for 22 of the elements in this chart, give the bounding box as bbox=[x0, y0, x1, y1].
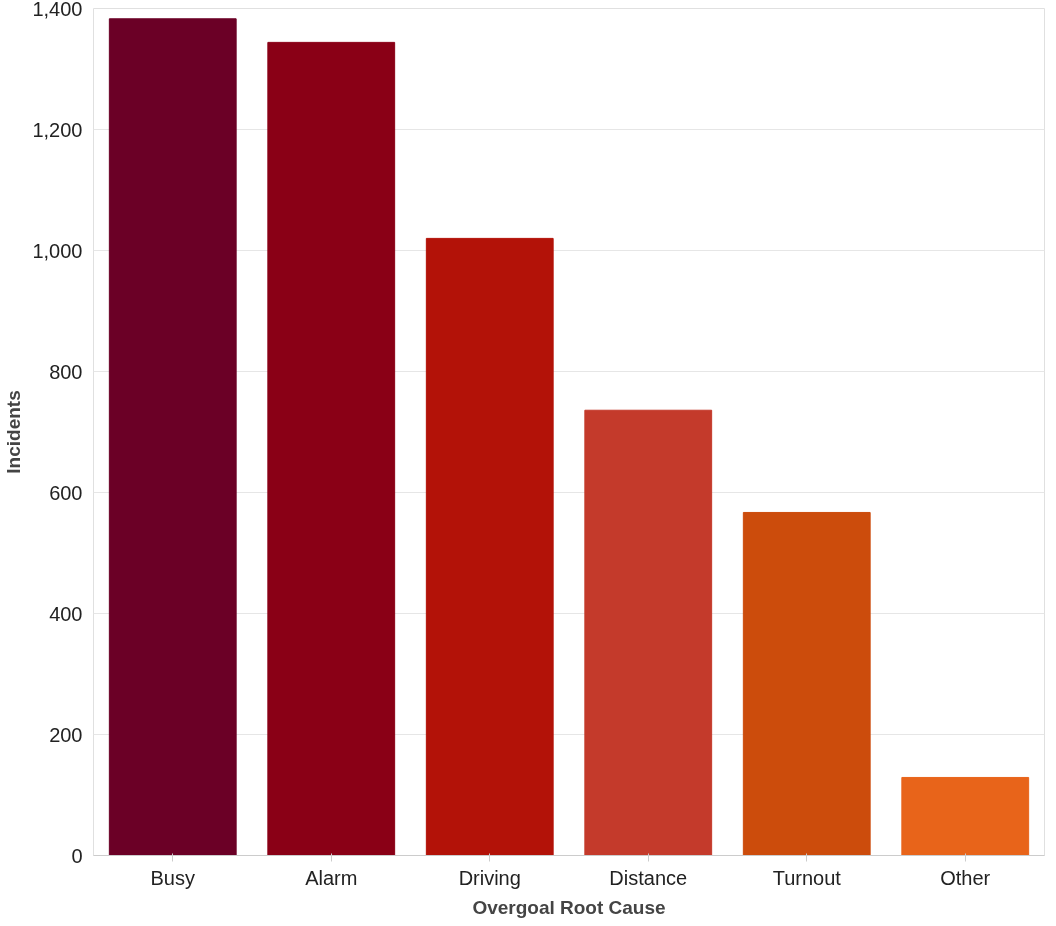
y-tick-label: 1,200 bbox=[32, 118, 83, 141]
bar bbox=[901, 776, 1030, 856]
x-tick-label: Driving bbox=[458, 866, 521, 889]
y-tick-label: 400 bbox=[49, 602, 83, 625]
x-tick-label: Busy bbox=[150, 866, 195, 889]
bar bbox=[742, 511, 871, 856]
x-tick-label: Distance bbox=[609, 866, 688, 889]
y-tick-label: 600 bbox=[49, 481, 83, 504]
bar bbox=[425, 237, 554, 856]
x-tick-label: Other bbox=[940, 866, 991, 889]
y-axis-title: Incidents bbox=[3, 390, 25, 474]
x-tick-label: Alarm bbox=[305, 866, 358, 889]
y-tick-label: 1,000 bbox=[32, 239, 83, 262]
y-tick-label: 1,400 bbox=[32, 0, 83, 20]
bar bbox=[584, 409, 713, 856]
y-tick-label: 200 bbox=[49, 723, 83, 746]
bar bbox=[108, 18, 237, 856]
bar bbox=[267, 41, 396, 856]
x-tick-label: Turnout bbox=[772, 866, 842, 889]
y-tick-label: 0 bbox=[71, 844, 83, 867]
x-axis-title: Overgoal Root Cause bbox=[472, 896, 666, 918]
y-tick-label: 800 bbox=[49, 360, 83, 383]
